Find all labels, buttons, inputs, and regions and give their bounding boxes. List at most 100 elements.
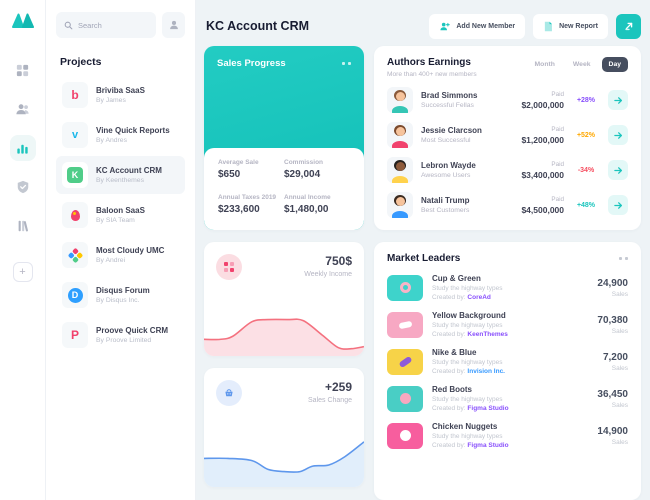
user-icon xyxy=(169,20,178,30)
product-thumbnail xyxy=(387,311,423,338)
creator-link[interactable]: Figma Studio xyxy=(467,405,509,412)
more-menu-icon[interactable] xyxy=(342,62,351,65)
creator-link[interactable]: CoreAd xyxy=(467,294,491,301)
authors-earnings-card: Authors Earnings More than 400+ new memb… xyxy=(374,46,641,230)
row-arrow-button[interactable] xyxy=(608,90,628,110)
leader-row: Cup & Green Study the highway types Crea… xyxy=(387,274,628,301)
leader-row: Yellow Background Study the highway type… xyxy=(387,311,628,338)
tab-week[interactable]: Week xyxy=(572,61,591,68)
project-byline: By Andrei xyxy=(96,257,126,264)
report-file-icon xyxy=(544,21,553,31)
product-thumbnail xyxy=(387,348,423,375)
search-input[interactable] xyxy=(78,20,148,30)
avatar xyxy=(387,87,413,113)
balloon-icon xyxy=(62,202,88,228)
arrow-up-right-icon xyxy=(624,22,632,31)
weekly-income-value: 750$ xyxy=(325,254,352,268)
sales-change-card: +259 Sales Change xyxy=(204,368,364,487)
market-leaders-card: Market Leaders Cup & Green Study the hig… xyxy=(374,242,641,500)
creator-link[interactable]: Figma Studio xyxy=(467,442,509,449)
leader-row: Chicken Nuggets Study the highway types … xyxy=(387,422,628,449)
leader-row: Red Boots Study the highway types Create… xyxy=(387,385,628,412)
product-thumbnail xyxy=(387,385,423,412)
stat-commission: Commission $29,004 xyxy=(284,159,324,180)
sales-progress-bars xyxy=(219,76,349,148)
arrow-right-icon xyxy=(613,96,622,104)
more-menu-icon[interactable] xyxy=(619,257,628,260)
project-item-most-cloudy[interactable]: Most Cloudy UMC By Andrei xyxy=(56,236,185,274)
icon-rail: + xyxy=(0,0,46,500)
project-name: Most Cloudy UMC xyxy=(96,246,165,255)
project-item-disqus[interactable]: D Disqus Forum By Disqus Inc. xyxy=(56,276,185,314)
user-avatar-button[interactable] xyxy=(162,12,185,38)
tab-month[interactable]: Month xyxy=(534,61,555,68)
row-arrow-button[interactable] xyxy=(608,195,628,215)
disqus-icon: D xyxy=(62,282,88,308)
row-arrow-button[interactable] xyxy=(608,125,628,145)
stat-annual-income: Annual Income $1,480,00 xyxy=(284,193,331,215)
avatar xyxy=(387,157,413,183)
leader-row: Nike & Blue Study the highway types Crea… xyxy=(387,348,628,375)
sales-progress-card: Sales Progress Average Sale $650 Commiss… xyxy=(204,46,364,230)
row-arrow-button[interactable] xyxy=(608,160,628,180)
project-byline: By SIA Team xyxy=(96,217,135,224)
arrow-right-icon xyxy=(613,201,622,209)
nav-library-icon[interactable] xyxy=(10,213,36,239)
project-item-briviba[interactable]: b Briviba SaaS By James xyxy=(56,76,185,114)
stat-average-sale: Average Sale $650 xyxy=(218,159,259,180)
authors-earnings-title: Authors Earnings xyxy=(387,57,471,68)
sales-change-value: +259 xyxy=(324,380,352,394)
search-box[interactable] xyxy=(56,12,156,38)
nav-users-icon[interactable] xyxy=(10,96,36,122)
project-byline: By Andres xyxy=(96,137,127,144)
sales-change-chart xyxy=(204,441,364,487)
product-thumbnail xyxy=(387,422,423,449)
project-item-kc-account[interactable]: K KC Account CRM By Keenthemes xyxy=(56,156,185,194)
creator-link[interactable]: Invision Inc. xyxy=(467,368,505,375)
kc-icon: K xyxy=(62,162,88,188)
trend-action-button[interactable] xyxy=(616,13,641,39)
creator-link[interactable]: KeenThemes xyxy=(467,331,508,338)
project-byline: By Keenthemes xyxy=(96,177,144,184)
authors-earnings-subtitle: More than 400+ new members xyxy=(387,71,477,78)
period-tabs: Month Week Day xyxy=(528,57,628,72)
projects-heading: Projects xyxy=(60,56,102,68)
nav-add-button[interactable]: + xyxy=(12,262,33,282)
project-item-vine[interactable]: v Vine Quick Reports By Andres xyxy=(56,116,185,154)
proove-icon: P xyxy=(62,322,88,348)
weekly-income-label: Weekly Income xyxy=(304,271,352,278)
arrow-right-icon xyxy=(613,131,622,139)
market-leaders-title: Market Leaders xyxy=(387,253,461,264)
arrow-right-icon xyxy=(613,166,622,174)
author-row: Lebron Wayde Awesome Users Paid $3,400,0… xyxy=(387,157,628,183)
new-report-label: New Report xyxy=(559,22,598,30)
sales-change-label: Sales Change xyxy=(308,397,352,404)
change-badge: -34% xyxy=(577,166,595,174)
main-content: KC Account CRM Add New Member New Report xyxy=(196,0,650,500)
vine-icon: v xyxy=(62,122,88,148)
app-logo[interactable] xyxy=(11,13,34,33)
new-report-button[interactable]: New Report xyxy=(533,13,608,39)
weekly-income-chart xyxy=(204,318,364,356)
avatar xyxy=(387,122,413,148)
project-name: Baloon SaaS xyxy=(96,206,145,215)
nav-security-icon[interactable] xyxy=(10,174,36,200)
weekly-income-icon xyxy=(216,254,242,280)
sales-progress-stats: Average Sale $650 Commission $29,004 Ann… xyxy=(204,148,364,230)
sales-progress-title: Sales Progress xyxy=(217,58,286,69)
change-badge: +28% xyxy=(576,96,596,104)
project-item-proove[interactable]: P Proove Quick CRM By Proove Limited xyxy=(56,316,185,354)
projects-panel: Projects b Briviba SaaS By James v Vine … xyxy=(46,0,196,500)
avatar xyxy=(387,192,413,218)
nav-dashboard-icon[interactable] xyxy=(10,57,36,83)
add-new-member-button[interactable]: Add New Member xyxy=(429,13,526,39)
author-row: Jessie Clarcson Most Successful Paid $1,… xyxy=(387,122,628,148)
weekly-income-card: 750$ Weekly Income xyxy=(204,242,364,356)
clover-dots-icon xyxy=(62,242,88,268)
project-item-baloon[interactable]: Baloon SaaS By SIA Team xyxy=(56,196,185,234)
project-name: Vine Quick Reports xyxy=(96,126,170,135)
person-plus-icon xyxy=(440,22,451,30)
tab-day[interactable]: Day xyxy=(601,57,628,72)
nav-analytics-icon[interactable] xyxy=(9,135,36,161)
